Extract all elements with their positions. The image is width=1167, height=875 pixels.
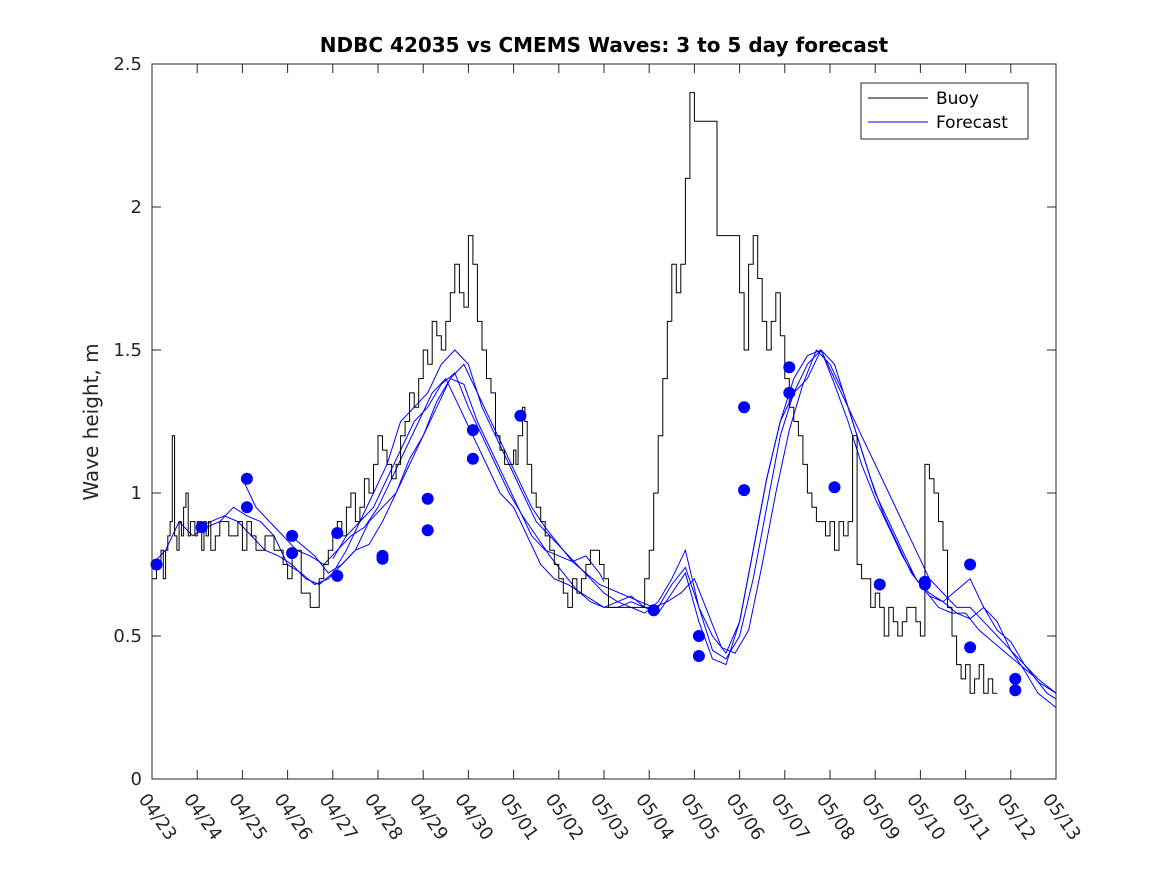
forecast-point-12 — [421, 524, 434, 537]
y-tick-label-4: 2 — [131, 197, 142, 218]
forecast-point-23 — [828, 481, 841, 494]
y-tick-label-3: 1.5 — [113, 340, 142, 361]
y-tick-label-2: 1 — [131, 483, 142, 504]
forecast-point-4 — [240, 501, 253, 514]
forecast-point-10 — [376, 552, 389, 565]
forecast-point-15 — [514, 409, 527, 422]
forecast-point-7 — [331, 527, 344, 539]
forecast-point-16 — [647, 604, 660, 617]
y-tick-label-0: 0 — [131, 769, 142, 790]
forecast-point-5 — [286, 529, 299, 542]
forecast-point-18 — [692, 650, 705, 662]
forecast-series-line-4 — [287, 349, 1057, 700]
forecast-series-line-1 — [151, 377, 605, 586]
forecast-point-1 — [150, 558, 163, 571]
forecast-point-20 — [738, 484, 751, 497]
forecast-point-29 — [1009, 672, 1022, 685]
legend-box — [860, 82, 1029, 140]
legend-forecast-label: Forecast — [936, 113, 1008, 133]
forecast-point-21 — [783, 361, 796, 374]
forecast-point-6 — [286, 547, 299, 560]
forecast-point-24 — [873, 578, 886, 591]
forecast-point-26 — [918, 578, 931, 591]
y-tick-label-5: 2.5 — [113, 54, 142, 75]
legend-buoy-label: Buoy — [936, 89, 979, 109]
forecast-point-14 — [466, 452, 479, 465]
forecast-point-30 — [1009, 684, 1022, 697]
forecast-point-13 — [466, 424, 479, 437]
forecast-series-line-5 — [332, 349, 1057, 694]
forecast-point-3 — [240, 472, 253, 485]
y-tick-label-1: 0.5 — [113, 626, 142, 647]
forecast-point-22 — [783, 386, 796, 399]
forecast-point-17 — [692, 630, 705, 642]
forecast-point-28 — [964, 641, 977, 654]
buoy-series-line — [152, 92, 998, 694]
y-axis-label: Wave height, m — [79, 343, 103, 500]
forecast-point-2 — [195, 521, 208, 534]
plot-area — [150, 92, 1057, 708]
chart-title: NDBC 42035 vs CMEMS Waves: 3 to 5 day fo… — [320, 33, 889, 57]
forecast-point-8 — [331, 569, 344, 582]
forecast-point-27 — [964, 558, 977, 571]
forecast-point-19 — [738, 401, 751, 414]
forecast-point-11 — [421, 492, 434, 505]
legend: Buoy Forecast — [860, 82, 1029, 140]
